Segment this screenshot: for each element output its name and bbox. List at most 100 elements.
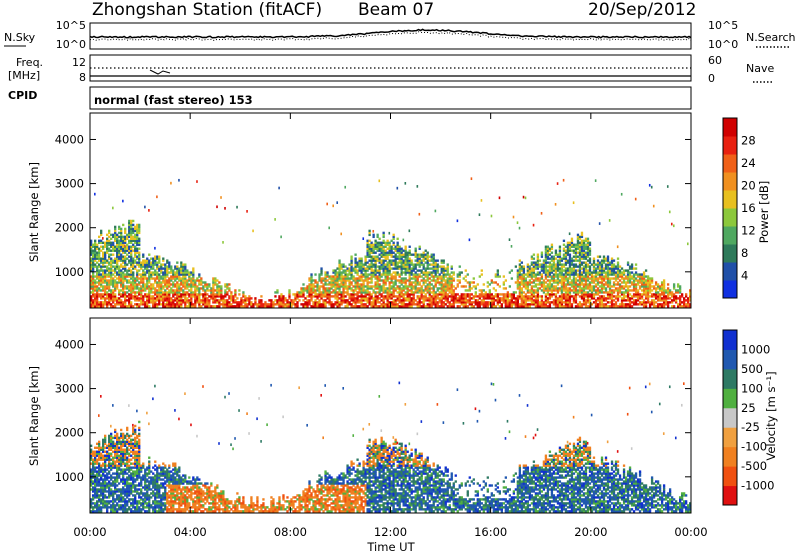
echo-cell (429, 277, 431, 279)
echo-cell (461, 293, 463, 295)
echo-cell (617, 305, 619, 307)
echo-cell (208, 299, 210, 301)
echo-cell (112, 259, 114, 261)
echo-cell (114, 293, 116, 295)
echo-cell (376, 256, 378, 258)
echo-cell (122, 256, 124, 258)
echo-cell (330, 291, 332, 293)
echo-cell (112, 254, 114, 256)
echo-cell (615, 271, 617, 273)
echo-cell (417, 295, 419, 297)
echo-cell (543, 301, 545, 303)
echo-cell (198, 279, 200, 281)
echo-cell (421, 269, 423, 271)
echo-cell (140, 273, 142, 275)
echo-cell (603, 275, 605, 277)
echo-cell (184, 291, 186, 293)
echo-cell (134, 246, 136, 248)
echo-cell (557, 287, 559, 289)
echo-cell (575, 269, 577, 271)
echo-cell (316, 293, 318, 295)
echo-cell (429, 267, 431, 269)
noise-sky-line (90, 29, 691, 37)
echo-cell (577, 289, 579, 291)
echo-cell (358, 299, 360, 301)
echo-cell (581, 267, 583, 269)
echo-cell (565, 283, 567, 285)
echo-cell (208, 295, 210, 297)
echo-cell (605, 297, 607, 299)
echo-cell (669, 301, 671, 303)
echo-cell (168, 277, 170, 279)
echo-cell (637, 303, 639, 305)
echo-cell (152, 283, 154, 285)
echo-cell (288, 289, 290, 291)
echo-cell (330, 301, 332, 303)
echo-cell (527, 303, 529, 305)
echo-cell (120, 228, 122, 230)
echo-cell (238, 301, 240, 303)
echo-cell (603, 267, 605, 269)
echo-cell (214, 305, 216, 307)
echo-cell (499, 275, 501, 277)
echo-cell (302, 287, 304, 289)
echo-cell (158, 256, 160, 258)
echo-cell (623, 291, 625, 293)
echo-cell (170, 275, 172, 277)
echo-cell (140, 261, 142, 263)
colorbar-tick-label: 16 (741, 201, 756, 215)
echo-cell (613, 277, 615, 279)
echo-cell (366, 297, 368, 299)
echo-cell (306, 295, 308, 297)
echo-cell (557, 182, 559, 185)
echo-cell (551, 263, 553, 265)
echo-cell (100, 250, 102, 252)
echo-cell (140, 285, 142, 287)
echo-cell (593, 257, 595, 259)
echo-cell (639, 273, 641, 275)
echo-cell (248, 295, 250, 297)
echo-cell (316, 281, 318, 283)
echo-cell (382, 240, 384, 242)
echo-cell (665, 289, 667, 291)
echo-cell (128, 246, 130, 248)
echo-cell (621, 271, 623, 273)
echo-cell (503, 281, 505, 283)
echo-cell (206, 283, 208, 285)
echo-cell (487, 301, 489, 303)
echo-cell (575, 263, 577, 265)
echo-cell (378, 283, 380, 285)
echo-cell (389, 232, 391, 235)
echo-cell (92, 299, 94, 301)
echo-cell (326, 203, 328, 206)
echo-cell (575, 244, 577, 246)
echo-cell (106, 291, 108, 293)
echo-cell (633, 293, 635, 295)
echo-cell (94, 240, 96, 242)
echo-cell (499, 305, 501, 307)
echo-cell (633, 273, 635, 275)
echo-cell (110, 303, 112, 305)
echo-cell (246, 210, 248, 213)
echo-cell (523, 196, 525, 199)
echo-cell (328, 281, 330, 283)
echo-cell (136, 256, 138, 258)
echo-cell (595, 283, 597, 285)
echo-cell (433, 254, 435, 256)
echo-cell (479, 213, 481, 216)
echo-cell (483, 289, 485, 291)
echo-cell (372, 244, 374, 246)
echo-cell (198, 287, 200, 289)
echo-cell (579, 301, 581, 303)
echo-cell (457, 273, 459, 275)
echo-cell (407, 285, 409, 287)
echo-cell (326, 287, 328, 289)
echo-cell (364, 289, 366, 291)
echo-cell (541, 273, 543, 275)
echo-cell (334, 269, 336, 271)
echo-cell (146, 293, 148, 295)
echo-cell (378, 180, 380, 183)
noise-tick-right-bottom: 10^0 (708, 38, 738, 51)
echo-cell (527, 295, 529, 297)
echo-cell (605, 271, 607, 273)
